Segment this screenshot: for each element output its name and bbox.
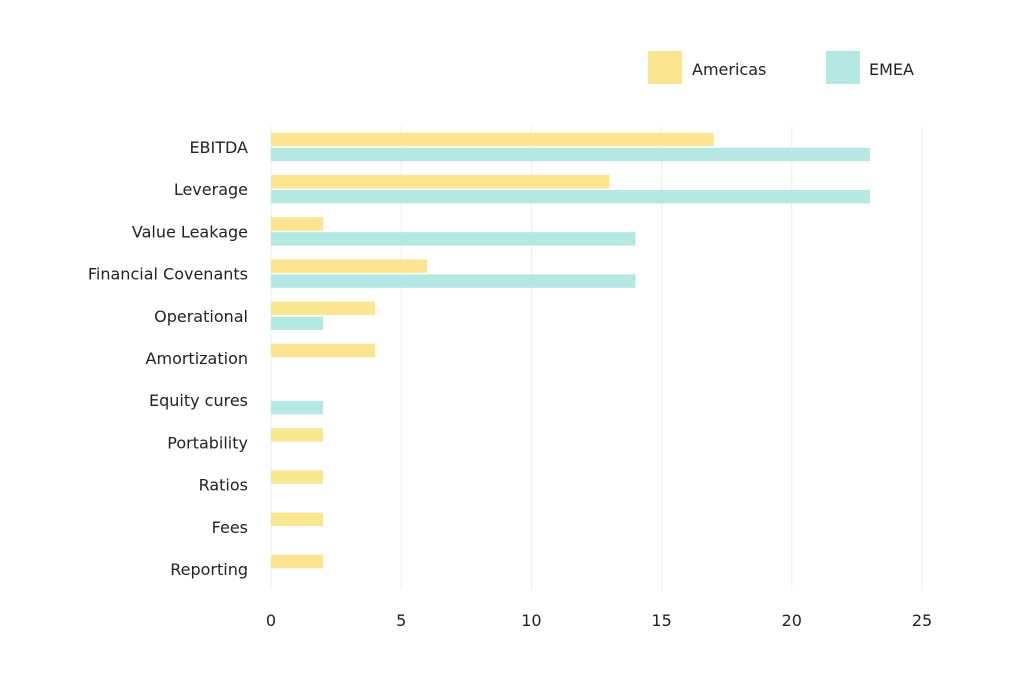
bar-americas-ratios — [271, 470, 324, 484]
bar-emea-value-leakage — [271, 232, 636, 246]
legend-label-emea: EMEA — [869, 60, 914, 79]
bar-emea-equity-cures — [271, 400, 324, 415]
category-label: Equity cures — [149, 391, 248, 410]
legend-swatch-emea — [826, 51, 860, 84]
category-label: Portability — [167, 433, 248, 452]
bar-americas-operational — [271, 301, 376, 316]
bar-emea-leverage — [271, 189, 870, 204]
bar-americas-value-leakage — [271, 217, 324, 231]
category-label: Leverage — [174, 180, 248, 199]
bar-americas-ebitda — [271, 132, 714, 147]
x-axis-tick-labels: 0 5 10 15 20 25 — [266, 611, 932, 630]
bar-americas-leverage — [271, 174, 610, 189]
x-tick-label: 5 — [396, 611, 406, 630]
x-tick-label: 20 — [782, 611, 802, 630]
x-tick-label: 10 — [521, 611, 541, 630]
category-label: Ratios — [199, 476, 248, 495]
category-labels: EBITDA Leverage Value Leakage Financial Cov… — [88, 138, 248, 579]
category-label: Amortization — [146, 349, 248, 368]
x-tick-label: 0 — [266, 611, 276, 630]
bars — [271, 132, 870, 569]
bar-americas-amortization — [271, 343, 376, 358]
bar-emea-financial-covenants — [271, 274, 636, 288]
bar-emea-ebitda — [271, 147, 870, 162]
legend-swatch-americas — [648, 51, 682, 84]
category-label: Reporting — [170, 560, 248, 579]
category-label: Value Leakage — [132, 222, 248, 241]
x-tick-label: 25 — [912, 611, 932, 630]
bar-emea-operational — [271, 316, 324, 331]
category-label: Operational — [154, 307, 248, 326]
bar-americas-reporting — [271, 554, 324, 569]
bar-americas-fees — [271, 512, 324, 527]
category-label: Fees — [212, 518, 248, 537]
x-tick-label: 15 — [651, 611, 671, 630]
bar-americas-financial-covenants — [271, 259, 428, 273]
bar-americas-portability — [271, 428, 324, 442]
category-label: Financial Covenants — [88, 265, 248, 284]
legend: Americas EMEA — [648, 51, 914, 84]
category-label: EBITDA — [189, 138, 248, 157]
legend-label-americas: Americas — [692, 60, 766, 79]
